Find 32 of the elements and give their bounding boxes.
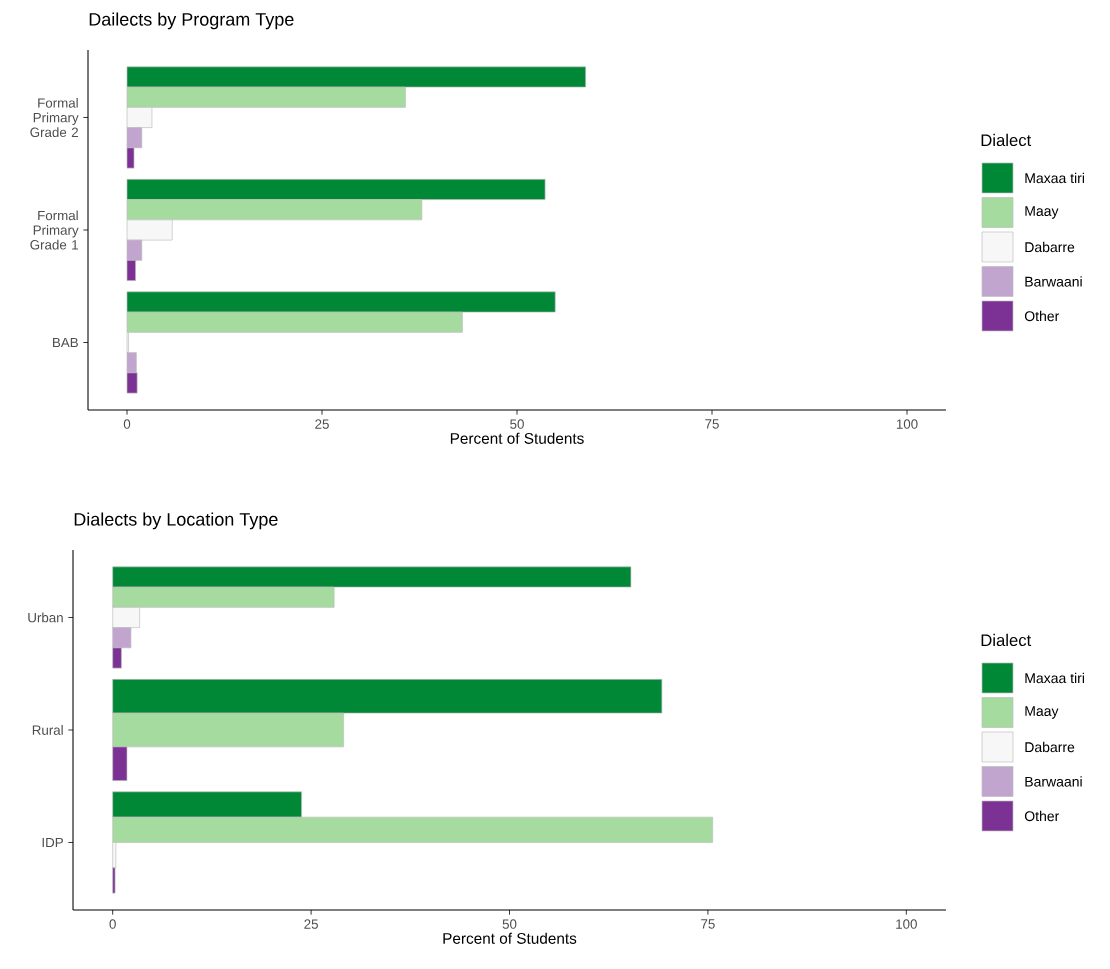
x-tick-label: 0 [123,419,131,429]
legend-label: Dabarre [1025,741,1075,753]
x-tick-label: 25 [304,919,318,929]
x-tick-label: 50 [502,919,517,929]
x-tick-label: 100 [896,419,918,429]
legend-label: Barwaani [1025,776,1082,787]
legend-title: Dialect [981,633,1032,647]
legend-label: Maxaa tiri [1025,172,1084,184]
legend-label: Dabarre [1025,241,1075,253]
legend-title: Dialect [981,133,1032,147]
legend-label: Barwaani [1025,276,1082,287]
x-tick-label: 75 [705,419,719,429]
x-tick-label: 0 [109,919,116,929]
y-tick-label: Formal Primary Grade 2 [30,97,79,138]
x-tick-label: 75 [701,919,715,929]
y-tick-label: Formal Primary Grade 1 [30,210,79,250]
legend-label: Other [1024,810,1060,822]
legend-label: Maay [1025,206,1059,219]
x-tick-label: 25 [315,419,329,429]
x-tick-label: 50 [510,419,524,429]
chart-title: Dialects by Location Type [74,512,278,530]
x-axis-title: Percent of Students [443,932,577,944]
x-axis-title: Percent of Students [450,432,584,444]
y-tick-label: Rural [32,725,63,735]
legend-label: Maay [1025,706,1059,719]
legend-label: Maxaa tiri [1025,672,1084,684]
legend-label: Other [1024,310,1060,322]
chart-title: Dailects by Program Type [89,12,294,30]
y-tick-label: BAB [53,337,78,348]
y-tick-label: Urban [28,612,63,623]
x-tick-label: 100 [896,919,917,929]
y-tick-label: IDP [42,837,63,848]
